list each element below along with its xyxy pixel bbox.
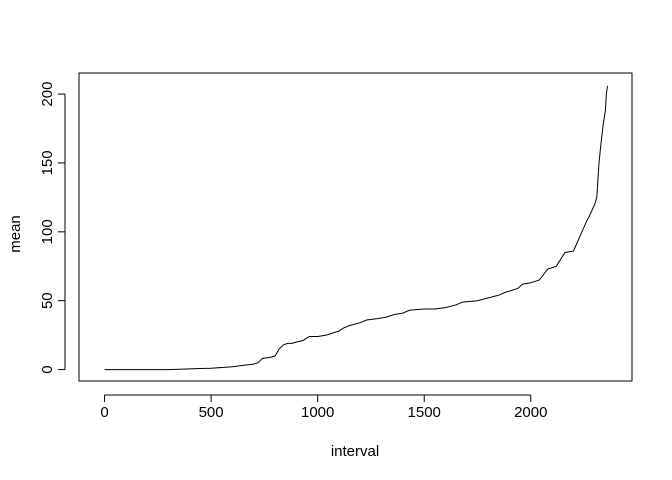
y-tick-label: 200 [39,82,56,107]
y-tick-label: 100 [39,219,56,244]
x-tick-label: 2000 [514,404,547,421]
y-axis: 0 50 100 150 200 [39,82,66,374]
x-tick-label: 500 [199,404,224,421]
y-axis-title: mean [7,215,24,253]
x-tick-label: 1500 [408,404,441,421]
y-tick-label: 0 [39,365,56,373]
plot-frame [78,72,633,382]
y-tick-label: 50 [39,292,56,309]
series-line [104,85,608,371]
x-axis: 0 500 1000 1500 2000 [100,394,547,421]
x-axis-title: interval [331,443,379,460]
x-tick-label: 1000 [301,404,334,421]
y-tick-label: 150 [39,150,56,175]
x-tick-label: 0 [100,404,108,421]
